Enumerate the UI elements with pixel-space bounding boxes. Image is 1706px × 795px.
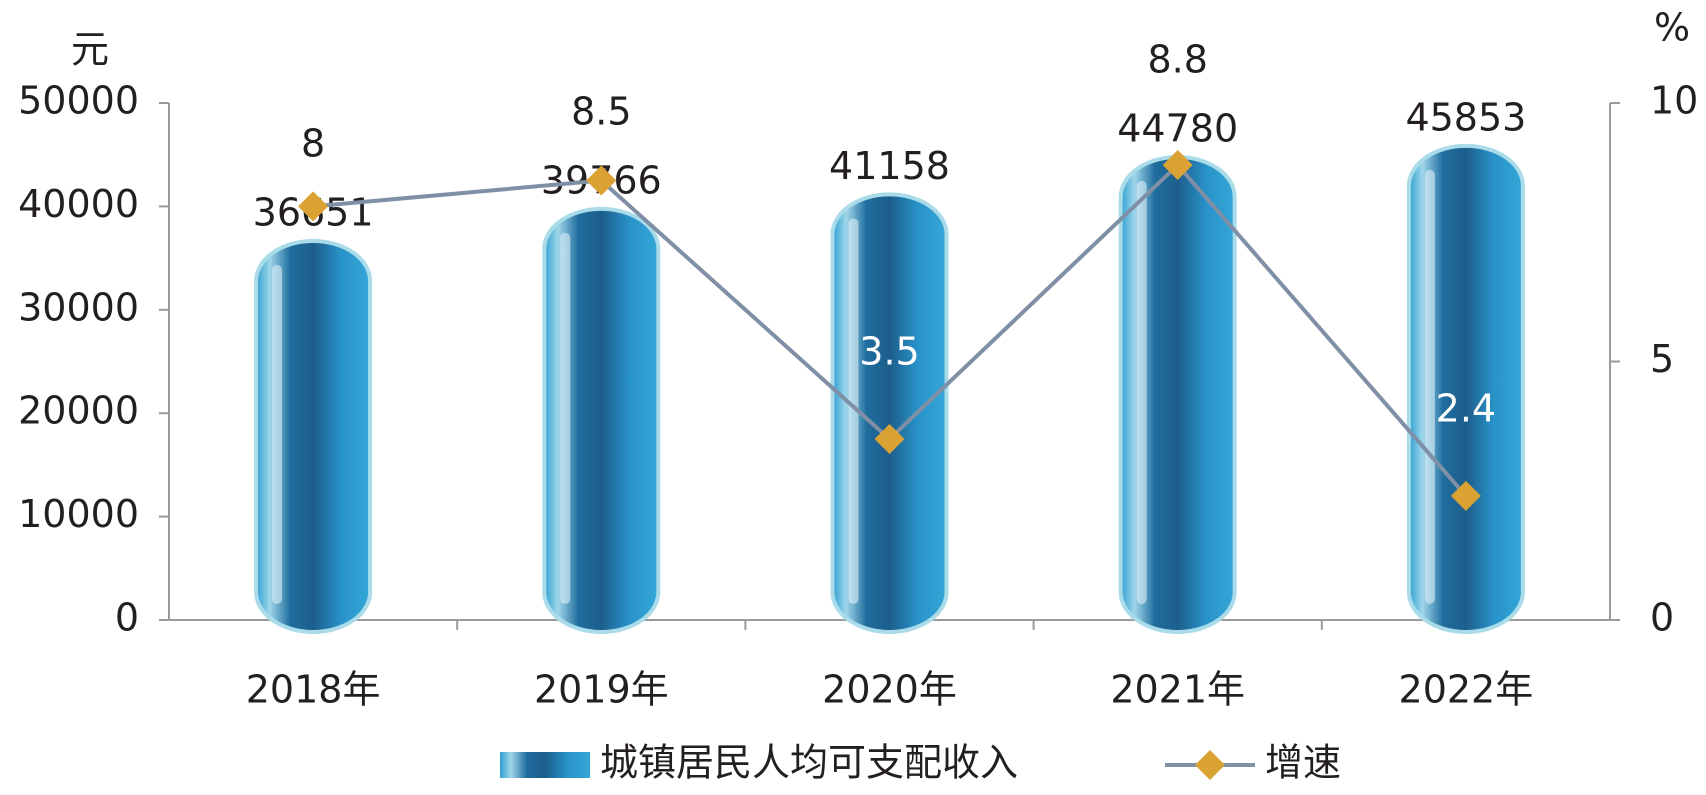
y2-tick-label: 10	[1650, 79, 1698, 123]
marker	[874, 424, 905, 455]
marker	[586, 165, 617, 196]
x-tick-label: 2020年	[822, 668, 957, 712]
y-tick-label: 20000	[18, 389, 139, 433]
legend-label: 城镇居民人均可支配收入	[600, 741, 1018, 785]
bar-highlight	[272, 265, 283, 604]
legend-swatch	[500, 752, 590, 778]
y-tick-label: 30000	[18, 285, 139, 329]
x-tick-label: 2018年	[246, 668, 381, 712]
y-tick-label: 0	[115, 596, 139, 640]
marker	[1450, 480, 1481, 511]
bar-value-label: 45853	[1405, 95, 1526, 139]
legend-marker	[1195, 750, 1225, 780]
marker	[298, 191, 329, 222]
y-tick-label: 10000	[18, 492, 139, 536]
bar	[830, 192, 949, 635]
y-unit: 元	[71, 28, 109, 72]
bar-highlight	[560, 232, 571, 604]
x-tick-label: 2021年	[1110, 668, 1245, 712]
bar-highlight	[1424, 169, 1435, 604]
x-tick-label: 2022年	[1399, 668, 1534, 712]
y-tick-label: 50000	[18, 79, 139, 123]
bar	[254, 239, 373, 634]
y2-unit: %	[1654, 6, 1690, 50]
y-tick-label: 40000	[18, 182, 139, 226]
line-value-label: 8.5	[571, 89, 631, 133]
bar	[542, 206, 661, 635]
line-value-label: 3.5	[859, 330, 919, 374]
marker	[1162, 150, 1193, 181]
y2-tick-label: 5	[1650, 337, 1674, 381]
bar-value-label: 41158	[829, 144, 950, 188]
line-value-label: 8.8	[1147, 37, 1207, 81]
bar	[1406, 143, 1525, 634]
line-value-label: 2.4	[1436, 386, 1496, 430]
bar-highlight	[848, 218, 859, 605]
bar-value-label: 44780	[1117, 106, 1238, 150]
x-tick-label: 2019年	[534, 668, 669, 712]
y2-tick-label: 0	[1650, 596, 1674, 640]
bar-highlight	[1136, 180, 1147, 604]
legend-label: 增速	[1265, 741, 1341, 785]
line-value-label: 8	[301, 122, 325, 166]
